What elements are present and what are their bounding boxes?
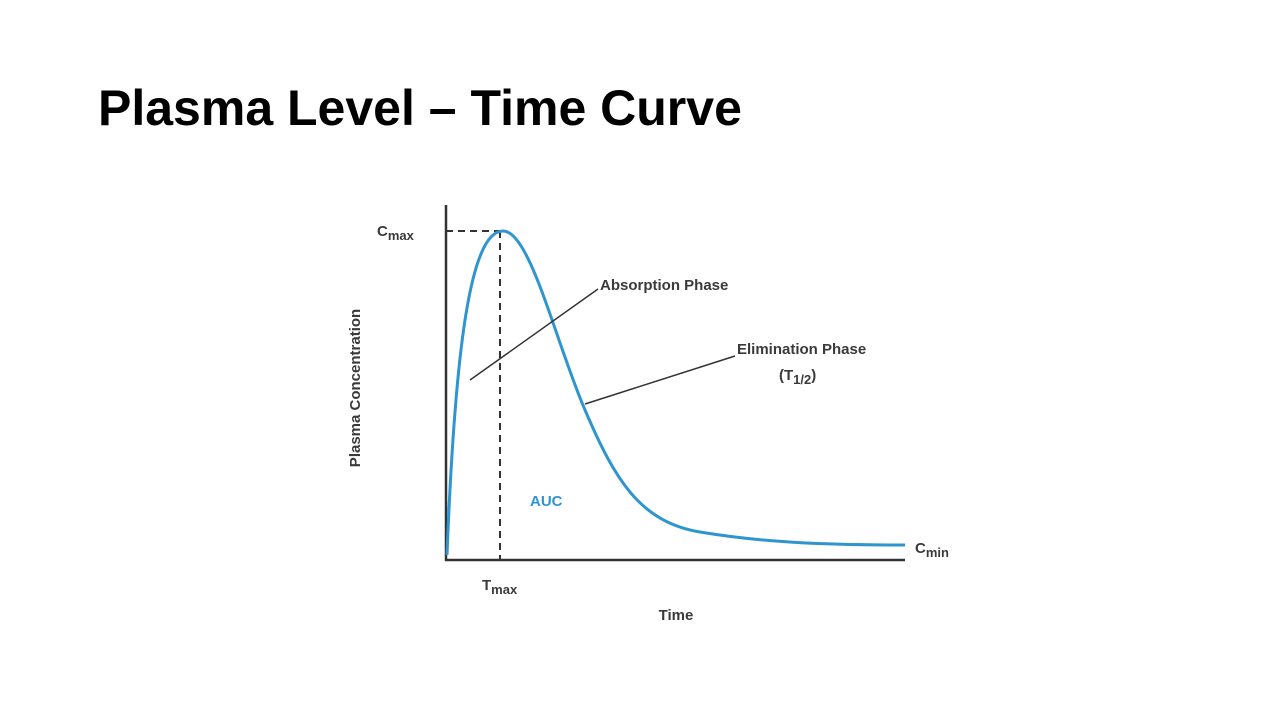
elimination-label: Elimination Phase [737,341,866,358]
tmax-base: T [482,577,491,594]
cmax-base: C [377,223,388,240]
half-life-close: ) [811,367,816,384]
cmin-base: C [915,540,926,557]
x-axis-label: Time [659,607,694,624]
tmax-label: Tmax [482,577,518,597]
elimination-leader [584,355,736,405]
cmin-sub: min [926,545,949,560]
cmax-sub: max [388,228,415,243]
slide-title: Plasma Level – Time Curve [98,80,742,136]
concentration-curve [445,229,906,556]
half-life-sub: 1/2 [793,372,811,387]
cmin-label: Cmin [915,540,949,560]
absorption-leader [469,288,599,381]
y-axis-label: Plasma Concentration [347,309,364,467]
auc-label: AUC [530,493,563,510]
absorption-label: Absorption Phase [600,277,728,294]
cmax-label: Cmax [377,223,415,243]
half-life-base: T [784,367,793,384]
tmax-sub: max [491,582,518,597]
half-life-open: ( [779,367,784,384]
half-life-label: (T1/2) [779,367,816,387]
